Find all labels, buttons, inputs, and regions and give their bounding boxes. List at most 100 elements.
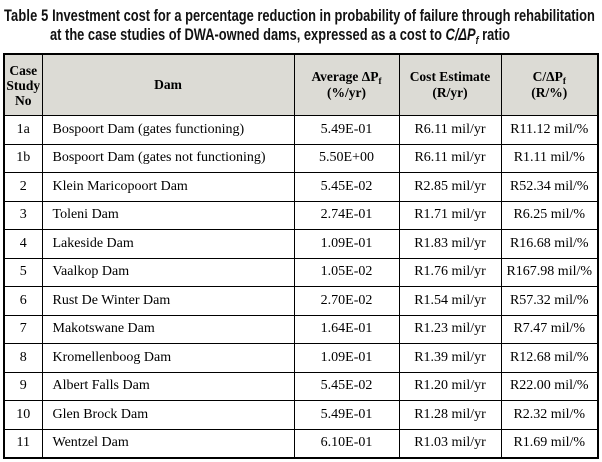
cell-ratio: R16.68 mil/% <box>500 229 599 259</box>
cell-dam-name: Bospoort Dam (gates not functioning) <box>41 143 295 173</box>
cell-cost: R1.71 mil/yr <box>398 200 502 230</box>
cell-ratio: R57.32 mil/% <box>500 286 599 316</box>
table-caption-inner: Table 5 Investment cost for a percentage… <box>4 7 601 47</box>
cell-ratio: R6.25 mil/% <box>500 200 599 230</box>
cell-case-no: 9 <box>3 371 43 401</box>
col-header-cost-estimate: Cost Estimate (R/yr) <box>398 53 502 116</box>
col-header-case-study-no-line1: Case <box>9 62 38 78</box>
caption-line-1-text: Investment cost for a percentage reducti… <box>52 7 595 25</box>
caption-line-2-suffix: ratio <box>478 26 511 44</box>
cell-avg-dpf: 5.49E-01 <box>293 115 400 145</box>
table-header-row: Case Study No Dam Average ΔPf (%/yr) Cos… <box>3 53 599 116</box>
cell-ratio: R167.98 mil/% <box>500 257 599 287</box>
cell-dam-name: Makotswane Dam <box>41 314 295 344</box>
col-header-c-dpf-main: C/ΔPf <box>532 69 566 87</box>
cell-ratio: R12.68 mil/% <box>500 343 599 373</box>
caption-formula: C/ΔP <box>445 26 476 44</box>
investment-cost-table: Case Study No Dam Average ΔPf (%/yr) Cos… <box>3 53 599 459</box>
cell-case-no: 6 <box>3 286 43 316</box>
cell-ratio: R7.47 mil/% <box>500 314 599 344</box>
cell-cost: R1.20 mil/yr <box>398 371 502 401</box>
table-row: 3 Toleni Dam 2.74E-01 R1.71 mil/yr R6.25… <box>3 200 599 230</box>
table-row: 8 Kromellenboog Dam 1.09E-01 R1.39 mil/y… <box>3 343 599 373</box>
cell-cost: R1.03 mil/yr <box>398 428 502 459</box>
cell-ratio: R11.12 mil/% <box>500 115 599 145</box>
cell-cost: R1.54 mil/yr <box>398 286 502 316</box>
cell-avg-dpf: 1.64E-01 <box>293 314 400 344</box>
caption-line-1: Table 5 Investment cost for a percentage… <box>4 7 601 26</box>
cell-avg-dpf: 1.05E-02 <box>293 257 400 287</box>
cell-avg-dpf: 2.70E-02 <box>293 286 400 316</box>
col-header-average-dpf-main: Average ΔPf <box>311 69 382 87</box>
col-header-average-dpf: Average ΔPf (%/yr) <box>293 53 400 116</box>
col-header-cost-estimate-main: Cost Estimate <box>409 69 491 84</box>
table-row: 2 Klein Maricopoort Dam 5.45E-02 R2.85 m… <box>3 172 599 202</box>
dpf-subscript: f <box>378 76 382 87</box>
table-row: 1a Bospoort Dam (gates functioning) 5.49… <box>3 115 599 145</box>
cell-ratio: R52.34 mil/% <box>500 172 599 202</box>
cell-avg-dpf: 5.45E-02 <box>293 172 400 202</box>
table-row: 1b Bospoort Dam (gates not functioning) … <box>3 143 599 173</box>
col-header-case-study-no-line2: Study <box>6 77 41 93</box>
cell-avg-dpf: 5.49E-01 <box>293 400 400 430</box>
cell-cost: R6.11 mil/yr <box>398 143 502 173</box>
cell-case-no: 11 <box>3 428 43 459</box>
table-row: 9 Albert Falls Dam 5.45E-02 R1.20 mil/yr… <box>3 371 599 401</box>
cell-case-no: 7 <box>3 314 43 344</box>
table-number-label: Table 5 <box>4 7 49 25</box>
caption-line-2: at the case studies of DWA-owned dams, e… <box>4 26 601 47</box>
col-header-dam: Dam <box>41 53 295 116</box>
cell-dam-name: Klein Maricopoort Dam <box>41 172 295 202</box>
cell-case-no: 1a <box>3 115 43 145</box>
cell-case-no: 8 <box>3 343 43 373</box>
col-header-case-study-no: Case Study No <box>3 53 43 116</box>
cell-dam-name: Rust De Winter Dam <box>41 286 295 316</box>
cell-avg-dpf: 2.74E-01 <box>293 200 400 230</box>
table-row: 5 Vaalkop Dam 1.05E-02 R1.76 mil/yr R167… <box>3 257 599 287</box>
cell-ratio: R22.00 mil/% <box>500 371 599 401</box>
col-header-case-study-no-line3: No <box>15 92 32 108</box>
cell-cost: R1.83 mil/yr <box>398 229 502 259</box>
cell-avg-dpf: 1.09E-01 <box>293 229 400 259</box>
cell-cost: R1.28 mil/yr <box>398 400 502 430</box>
cell-cost: R2.85 mil/yr <box>398 172 502 202</box>
col-header-c-dpf-unit: (R/%) <box>531 85 568 100</box>
cell-dam-name: Vaalkop Dam <box>41 257 295 287</box>
cell-ratio: R1.11 mil/% <box>500 143 599 173</box>
cell-case-no: 5 <box>3 257 43 287</box>
cell-avg-dpf: 6.10E-01 <box>293 428 400 459</box>
caption-line-2-text: at the case studies of DWA-owned dams, e… <box>50 26 446 44</box>
cell-case-no: 2 <box>3 172 43 202</box>
cell-cost: R6.11 mil/yr <box>398 115 502 145</box>
cell-dam-name: Kromellenboog Dam <box>41 343 295 373</box>
cell-ratio: R2.32 mil/% <box>500 400 599 430</box>
cell-cost: R1.23 mil/yr <box>398 314 502 344</box>
cell-avg-dpf: 5.50E+00 <box>293 143 400 173</box>
cell-cost: R1.76 mil/yr <box>398 257 502 287</box>
cell-dam-name: Glen Brock Dam <box>41 400 295 430</box>
cell-dam-name: Toleni Dam <box>41 200 295 230</box>
col-header-c-dpf-ratio: C/ΔPf (R/%) <box>500 53 599 116</box>
cell-dam-name: Wentzel Dam <box>41 428 295 459</box>
table-row: 7 Makotswane Dam 1.64E-01 R1.23 mil/yr R… <box>3 314 599 344</box>
col-header-average-dpf-unit: (%/yr) <box>327 85 366 100</box>
cell-ratio: R1.69 mil/% <box>500 428 599 459</box>
table-row: 6 Rust De Winter Dam 2.70E-02 R1.54 mil/… <box>3 286 599 316</box>
cell-case-no: 10 <box>3 400 43 430</box>
cell-dam-name: Albert Falls Dam <box>41 371 295 401</box>
cell-dam-name: Lakeside Dam <box>41 229 295 259</box>
cell-case-no: 4 <box>3 229 43 259</box>
cell-avg-dpf: 1.09E-01 <box>293 343 400 373</box>
cell-case-no: 3 <box>3 200 43 230</box>
table-row: 10 Glen Brock Dam 5.49E-01 R1.28 mil/yr … <box>3 400 599 430</box>
caption-formula-subscript: f <box>475 34 479 47</box>
cell-cost: R1.39 mil/yr <box>398 343 502 373</box>
table-row: 4 Lakeside Dam 1.09E-01 R1.83 mil/yr R16… <box>3 229 599 259</box>
cell-dam-name: Bospoort Dam (gates functioning) <box>41 115 295 145</box>
c-dpf-subscript: f <box>562 76 566 87</box>
table-caption: Table 5 Investment cost for a percentage… <box>4 7 602 47</box>
cell-avg-dpf: 5.45E-02 <box>293 371 400 401</box>
col-header-cost-estimate-unit: (R/yr) <box>432 85 468 100</box>
cell-case-no: 1b <box>3 143 43 173</box>
table-row: 11 Wentzel Dam 6.10E-01 R1.03 mil/yr R1.… <box>3 428 599 459</box>
